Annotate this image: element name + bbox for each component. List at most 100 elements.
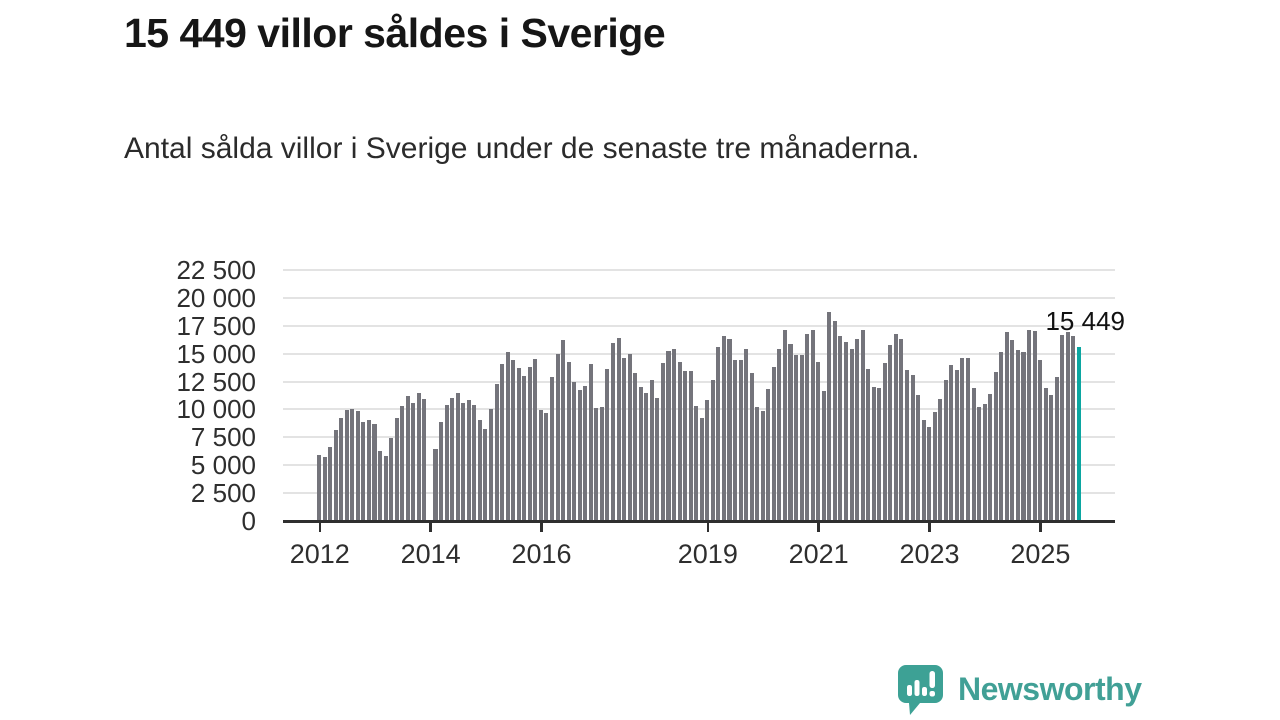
bar: [688, 371, 693, 520]
y-tick-label: 5 000: [190, 450, 256, 481]
bar: [927, 426, 932, 520]
bar: [716, 346, 721, 520]
bar: [610, 343, 616, 520]
bar: [904, 370, 910, 520]
bar: [472, 404, 477, 520]
gridline: [283, 492, 1115, 495]
y-tick-label: 7 500: [190, 422, 256, 453]
bar: [405, 395, 410, 520]
bar: [572, 382, 577, 520]
gridline: [283, 436, 1115, 439]
bar: [683, 371, 688, 520]
highlight-bar: [1076, 347, 1081, 520]
bar: [549, 376, 555, 520]
x-tick-label: 2021: [788, 539, 849, 569]
bar: [361, 422, 366, 520]
bar: [882, 363, 887, 520]
bar: [411, 402, 416, 520]
bar: [422, 398, 427, 520]
bar: [511, 359, 516, 520]
bar: [616, 337, 621, 520]
bar: [627, 354, 632, 520]
bar: [1043, 388, 1048, 520]
x-tick-label: 2025: [1010, 539, 1071, 569]
bar: [333, 429, 338, 520]
bar: [733, 360, 738, 520]
newsworthy-logo-text: Newsworthy: [958, 671, 1142, 707]
bar: [544, 413, 549, 520]
bar: [677, 362, 682, 520]
gridline: [283, 464, 1115, 467]
bar: [710, 380, 715, 520]
bar: [500, 364, 505, 520]
bar: [416, 393, 421, 520]
bar: [943, 380, 948, 520]
bar: [777, 349, 782, 520]
highlight-value-label: 15 449: [1045, 306, 1125, 336]
bar-series: [317, 263, 1082, 520]
gridline: [283, 268, 1115, 271]
bar: [394, 417, 399, 520]
bar: [1010, 340, 1015, 520]
bar: [721, 335, 726, 520]
bar: [938, 398, 943, 520]
y-tick-label: 12 500: [176, 366, 256, 397]
bar: [444, 404, 449, 520]
gridline: [283, 296, 1115, 299]
bar: [317, 454, 322, 520]
bar: [666, 350, 671, 520]
bar: [1038, 360, 1043, 520]
bar: [344, 410, 349, 520]
bar: [594, 407, 599, 520]
y-tick-label: 17 500: [176, 310, 256, 341]
bar: [339, 417, 344, 520]
bar: [832, 321, 837, 520]
bar: [322, 457, 327, 520]
bar: [888, 345, 893, 520]
bar: [988, 393, 993, 520]
bar: [838, 335, 843, 520]
bar: [494, 384, 499, 520]
bar: [810, 330, 815, 520]
bar: [921, 420, 926, 520]
x-axis-tick: [928, 523, 931, 532]
bar: [871, 386, 876, 520]
bar: [638, 386, 643, 520]
bar: [555, 353, 560, 520]
bar: [932, 411, 937, 520]
bar: [588, 364, 593, 520]
bar: [799, 354, 804, 520]
bar: [455, 393, 460, 520]
bar: [649, 380, 654, 520]
bar: [1065, 331, 1070, 520]
x-axis-tick: [706, 523, 710, 532]
bar: [960, 358, 965, 520]
gridline: [283, 380, 1115, 383]
bar: [527, 366, 532, 520]
bar: [1004, 331, 1009, 520]
bar: [461, 403, 466, 520]
bar: [622, 357, 627, 520]
x-tick-label: 2012: [289, 539, 350, 569]
gridline: [283, 324, 1115, 327]
y-tick-label: 0: [241, 506, 256, 536]
bar: [389, 438, 394, 520]
bar: [982, 403, 987, 520]
bar: [450, 398, 455, 520]
bar: [644, 393, 649, 520]
bar: [439, 422, 444, 520]
bar: [766, 389, 771, 520]
bar: [965, 358, 971, 520]
bar: [843, 341, 848, 520]
bar: [477, 420, 482, 520]
bar: [672, 349, 677, 520]
bar: [1027, 330, 1032, 520]
newsworthy-logo: Newsworthy: [896, 663, 1142, 716]
bar: [1049, 395, 1054, 520]
bar: [1060, 335, 1065, 520]
bar: [821, 391, 826, 520]
bar: [583, 385, 588, 520]
bar: [771, 366, 776, 520]
bar: [849, 348, 854, 520]
bar: [660, 363, 665, 520]
